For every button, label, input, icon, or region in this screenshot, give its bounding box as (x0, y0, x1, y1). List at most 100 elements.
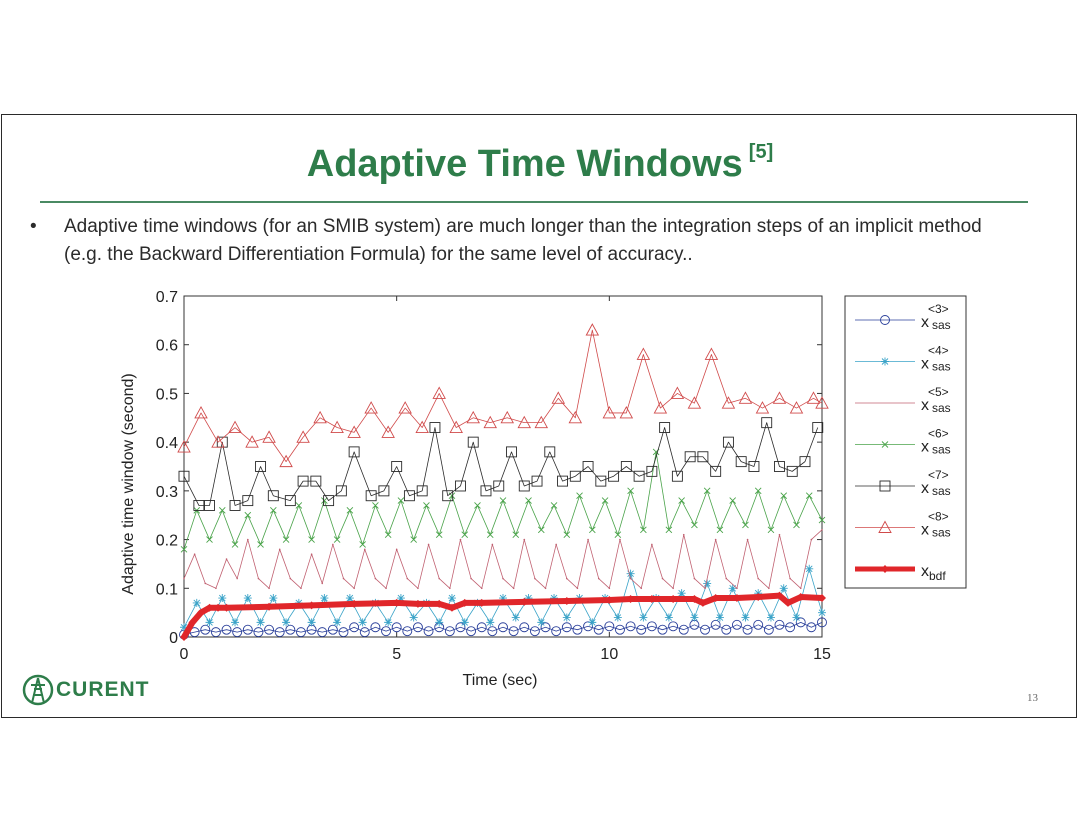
series-bdf (180, 591, 826, 641)
data-point (551, 391, 566, 404)
data-point (690, 595, 699, 604)
data-point (714, 538, 717, 541)
data-point (640, 526, 647, 534)
data-point (200, 624, 211, 635)
data-point (372, 502, 379, 509)
data-point (716, 526, 724, 534)
data-point (783, 598, 792, 607)
data-point (242, 495, 254, 507)
data-point (429, 422, 441, 433)
data-point (597, 577, 600, 580)
data-point (881, 441, 889, 448)
data-point (742, 521, 749, 529)
data-point (285, 624, 296, 635)
logo-text: CURENT (56, 678, 150, 701)
data-point (805, 492, 813, 500)
data-point (296, 430, 310, 443)
x-tick-label: 10 (600, 646, 618, 663)
data-point (398, 401, 412, 414)
data-point (188, 618, 197, 627)
data-point (243, 594, 252, 603)
data-point (193, 500, 205, 511)
data-point (732, 594, 741, 603)
data-point (289, 577, 292, 580)
data-point (588, 618, 597, 627)
x-tick-label: 15 (813, 646, 831, 663)
data-point (245, 435, 259, 448)
data-point (772, 391, 787, 404)
data-point (633, 470, 645, 482)
data-point (493, 480, 505, 492)
data-point (755, 401, 770, 414)
data-point (818, 594, 826, 603)
y-tick-label: 0.6 (156, 338, 178, 355)
y-tick-label: 0.1 (156, 581, 178, 598)
data-point (308, 536, 315, 543)
data-point (619, 538, 621, 541)
series-line (183, 329, 823, 463)
data-point (792, 613, 801, 622)
data-point (269, 594, 278, 603)
data-point (605, 595, 614, 604)
data-point (395, 548, 398, 551)
data-point (738, 391, 753, 404)
data-point (725, 577, 728, 580)
data-point (350, 599, 359, 608)
data-point (347, 425, 361, 438)
data-point (427, 543, 430, 546)
data-point (534, 577, 536, 580)
data-point (392, 598, 401, 607)
data-point (225, 558, 228, 560)
data-point (613, 613, 622, 622)
series-3sas (179, 617, 827, 640)
data-point (214, 603, 223, 612)
data-point (296, 627, 306, 638)
data-point (544, 446, 556, 458)
data-point (381, 626, 391, 637)
data-point (410, 536, 417, 543)
data-point (476, 622, 487, 633)
data-point (262, 430, 276, 443)
data-point (384, 618, 393, 627)
legend-label: xbdf (921, 563, 946, 583)
data-point (317, 627, 328, 638)
title-divider (40, 201, 1028, 203)
data-point (534, 415, 549, 429)
data-point (205, 618, 214, 627)
data-point (474, 502, 481, 509)
data-point (786, 465, 798, 477)
data-point (218, 507, 226, 514)
data-point (300, 587, 302, 590)
data-point (460, 618, 469, 627)
data-point (519, 622, 530, 633)
data-point (449, 420, 463, 433)
data-point (247, 538, 249, 541)
data-point (572, 624, 583, 635)
data-point (576, 587, 579, 590)
data-point (582, 461, 594, 472)
data-point (741, 613, 750, 622)
data-point (498, 622, 508, 633)
data-point (444, 626, 455, 637)
plot-frame (183, 295, 823, 638)
data-point (480, 587, 483, 590)
data-point (775, 591, 784, 600)
data-point (735, 456, 747, 468)
data-point (550, 594, 559, 603)
data-point (257, 577, 260, 580)
data-point (818, 516, 826, 524)
legend: x<3> sas x<4> sas x<5> sas x<6> sas x<7> sas x<8> s… (844, 295, 967, 589)
data-point (338, 627, 349, 638)
data-point (180, 623, 188, 632)
series-8sas (177, 323, 829, 468)
data-point (455, 480, 466, 492)
data-point (417, 587, 419, 590)
series-line (183, 422, 819, 506)
data-point (540, 622, 551, 633)
data-point (524, 594, 533, 603)
data-point (639, 613, 648, 622)
data-point (491, 543, 494, 546)
bullet-marker: • (30, 216, 37, 237)
data-point (608, 470, 620, 482)
y-tick-label: 0.3 (156, 484, 178, 501)
